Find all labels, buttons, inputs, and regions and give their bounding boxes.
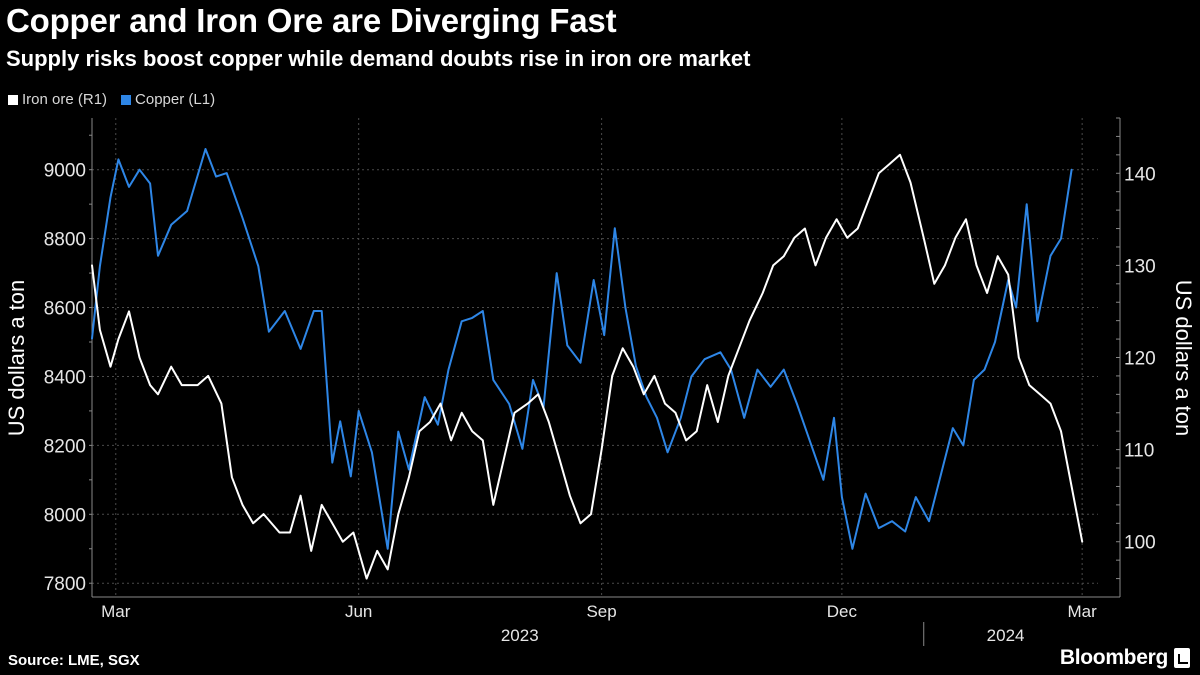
left-tick-label: 8600 [44, 299, 86, 320]
legend: Iron ore (R1) Copper (L1) [8, 91, 215, 108]
legend-label-iron-ore: Iron ore (R1) [22, 91, 108, 108]
month-label: Mar [101, 602, 131, 621]
chart-subtitle: Supply risks boost copper while demand d… [6, 46, 751, 71]
label-layer: 7800 8000 8200 8400 8600 8800 9000 100 110 120 130… [4, 161, 1196, 645]
left-tick-label: 7800 [44, 574, 86, 595]
iron-ore-swatch [8, 94, 18, 105]
left-tick-label: 8400 [44, 367, 86, 388]
axis-layer [89, 117, 1121, 646]
series-layer [91, 148, 1084, 580]
chart-title: Copper and Iron Ore are Diverging Fast [6, 2, 617, 39]
right-tick-label: 130 [1124, 256, 1156, 277]
month-label: Mar [1068, 602, 1098, 621]
iron-ore-line [91, 153, 1084, 580]
left-tick-label: 8800 [44, 230, 86, 251]
month-label: Sep [586, 602, 616, 621]
right-axis-title: US dollars a ton [1171, 280, 1196, 437]
grid-layer [92, 118, 1098, 597]
right-tick-label: 120 [1124, 349, 1156, 370]
bloomberg-logo-text: Bloomberg [1059, 646, 1168, 669]
year-label: 2023 [501, 626, 539, 645]
bloomberg-logo-icon [1174, 648, 1190, 668]
legend-label-copper: Copper (L1) [135, 91, 216, 108]
right-tick-label: 100 [1124, 533, 1156, 554]
year-label: 2024 [987, 626, 1025, 645]
right-tick-label: 110 [1124, 441, 1154, 462]
source-note: Source: LME, SGX [8, 652, 140, 669]
left-tick-label: 9000 [44, 161, 86, 182]
left-tick-label: 8200 [44, 436, 86, 457]
right-tick-label: 140 [1124, 164, 1156, 185]
legend-item-iron-ore: Iron ore (R1) [8, 91, 107, 108]
month-label: Jun [345, 602, 372, 621]
copper-swatch [121, 94, 132, 105]
left-tick-label: 8000 [44, 505, 86, 526]
month-label: Dec [827, 602, 858, 621]
left-axis-title: US dollars a ton [4, 280, 29, 437]
copper-line [91, 148, 1073, 550]
brand: Bloomberg [1060, 646, 1190, 670]
legend-item-copper: Copper (L1) [121, 91, 215, 108]
